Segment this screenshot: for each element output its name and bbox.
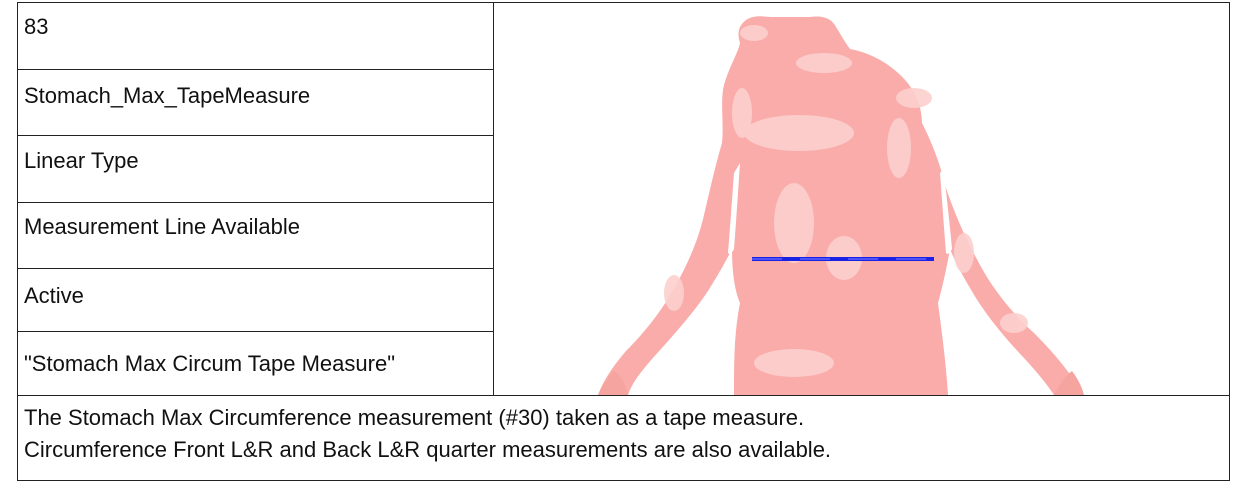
left-hand [598,371,628,395]
measurement-description: The Stomach Max Circumference measuremen… [18,395,1229,480]
body-highlights [664,25,1028,377]
description-line-1: The Stomach Max Circumference measuremen… [24,405,805,430]
measurement-status: Active [18,269,493,332]
description-line-2: Circumference Front L&R and Back L&R qua… [24,437,832,462]
measurement-card: 83 Stomach_Max_TapeMeasure Linear Type M… [17,2,1230,481]
body-mannequin-icon [598,16,1084,395]
right-hand [1054,371,1084,395]
measurement-line-availability: Measurement Line Available [18,203,493,269]
right-arm-gap [940,168,952,254]
measurement-label: "Stomach Max Circum Tape Measure" [24,351,396,376]
body-silhouette [598,16,1080,395]
left-arm-gap [728,163,740,254]
measurement-id: 83 [18,3,493,70]
measurement-name: Stomach_Max_TapeMeasure [18,70,493,136]
body-figure-area [494,3,1229,395]
attribute-column: 83 Stomach_Max_TapeMeasure Linear Type M… [18,3,494,395]
measurement-type: Linear Type [18,136,493,203]
